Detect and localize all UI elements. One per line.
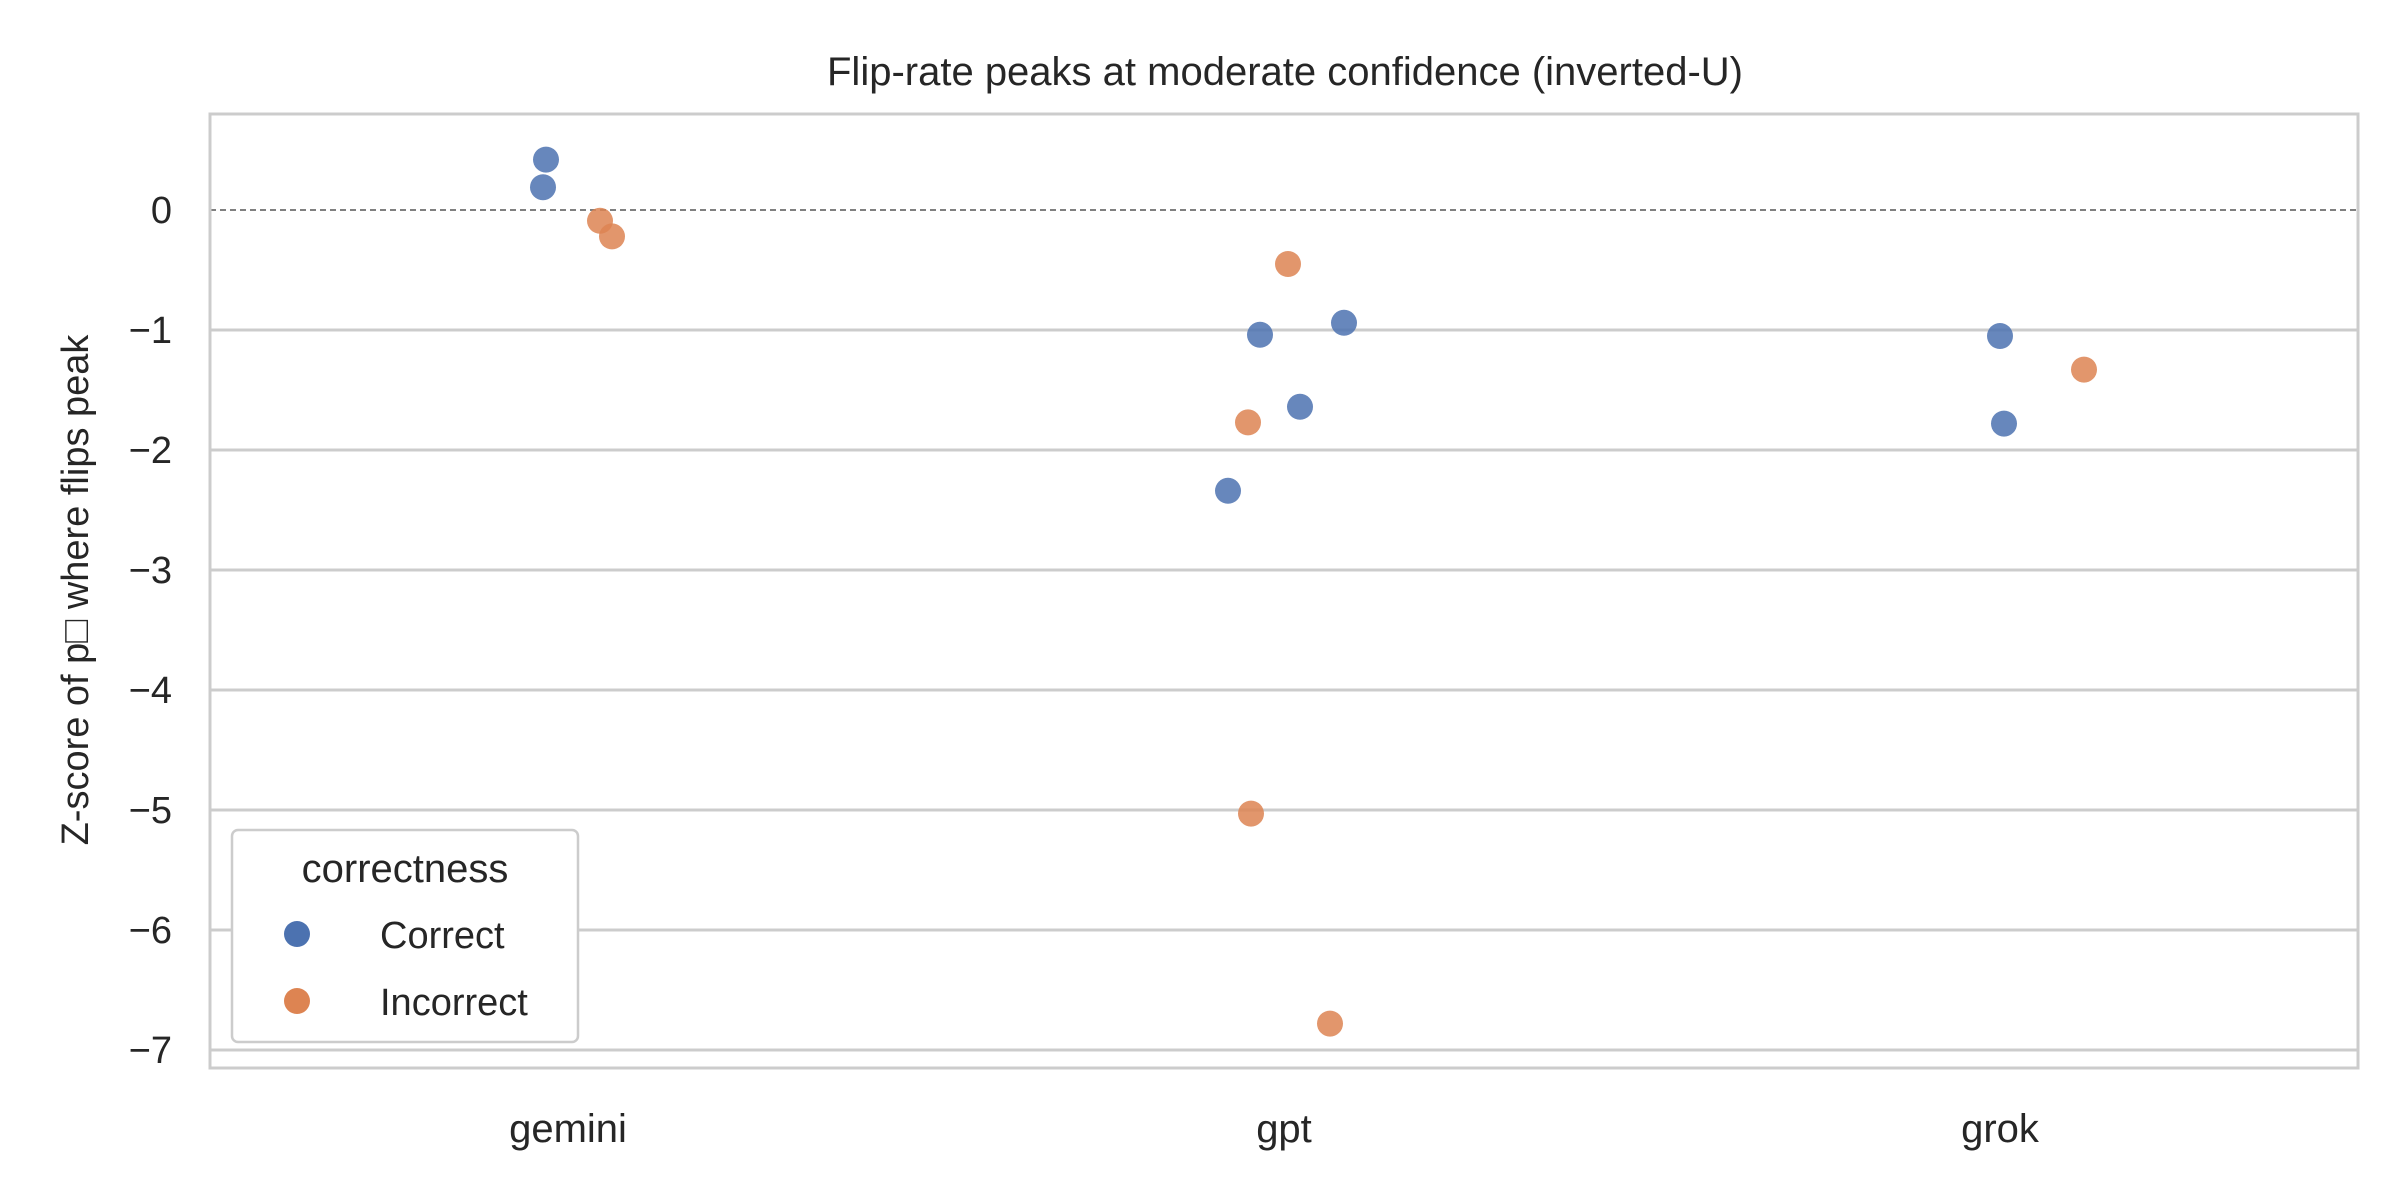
data-point-correct [1987,323,2013,349]
x-tick-labels: gemini gpt grok [509,1107,2040,1151]
data-point-incorrect [1238,800,1264,827]
legend: correctness Correct Incorrect [230,828,580,1044]
data-point-correct [1215,477,1241,504]
y-tick-label: −7 [129,1030,172,1072]
data-point-incorrect [2071,356,2097,383]
x-tick-label: gemini [509,1107,627,1151]
y-tick-label: −5 [129,790,172,832]
plot-frame [208,112,2360,1070]
y-tick-label: −2 [129,430,172,472]
legend-label-correct: Correct [380,915,505,957]
data-point-correct [1991,410,2017,437]
data-point-correct [1287,393,1313,420]
y-tick-label: −3 [129,550,172,592]
y-tick-label: −6 [129,910,172,952]
grid [210,328,2358,1052]
data-point-incorrect [599,223,625,250]
data-point-correct [1331,309,1357,336]
y-tick-labels: 0 −1 −2 −3 −4 −5 −6 −7 [129,190,172,1072]
data-point-correct [530,174,556,201]
data-points [530,146,2097,1037]
legend-title: correctness [302,847,509,891]
data-point-incorrect [1235,409,1261,436]
chart-title: Flip-rate peaks at moderate confidence (… [827,50,1743,94]
x-tick-label: grok [1961,1107,2040,1151]
data-point-incorrect [1317,1010,1343,1037]
y-axis-label: Z-score of p□ where flips peak [55,334,97,846]
legend-marker-correct [284,921,310,947]
data-point-correct [1247,321,1273,348]
legend-marker-incorrect [284,988,310,1014]
legend-box [230,828,580,1044]
y-tick-label: −4 [129,670,172,712]
legend-label-incorrect: Incorrect [380,982,528,1024]
x-tick-label: gpt [1256,1107,1312,1151]
y-tick-label: −1 [129,310,172,352]
data-point-incorrect [1275,251,1301,277]
data-point-correct [533,146,559,173]
y-tick-label: 0 [151,190,172,232]
